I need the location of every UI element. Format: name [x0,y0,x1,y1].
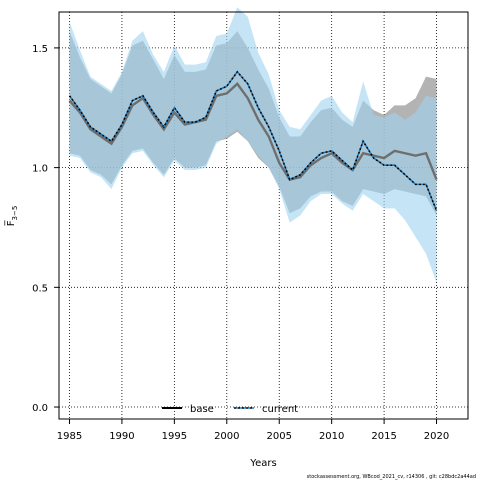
confidence-bands [69,7,437,283]
y-tick-label: 0.5 [32,283,48,294]
y-tick-label: 0.0 [32,403,48,414]
series-lines [68,70,438,212]
y-axis-title-main: F̅ [4,220,17,227]
x-tick-label: 2020 [424,431,449,442]
plot-frame [58,11,469,420]
band-current [69,7,437,283]
legend-item-base: base [162,404,214,415]
y-tick-label: 1.0 [32,164,48,175]
x-tick-label: 2015 [371,431,396,442]
grid [59,12,468,419]
legend: base current [162,404,298,415]
x-tick-label: 1985 [57,431,82,442]
footer-text: stockassessment.org, WBcod_2021_cv, r143… [307,474,476,480]
y-axis: 0.0 0.5 1.0 1.5 [32,44,59,414]
x-tick-label: 2000 [214,431,239,442]
x-tick-label: 1995 [162,431,187,442]
legend-item-current: current [234,404,298,415]
x-tick-label: 2010 [319,431,344,442]
y-tick-label: 1.5 [32,44,48,55]
y-axis-title-group: F̅3−5 [4,206,19,227]
y-axis-title: F̅3−5 [4,206,19,227]
x-axis: 1985 1990 1995 2000 2005 2010 2015 2020 [57,419,449,442]
x-tick-label: 2005 [267,431,292,442]
series-line-current-dots [68,70,438,212]
y-axis-title-subscript: 3−5 [11,206,19,221]
legend-label-base: base [190,404,214,415]
series-line-current [68,70,438,212]
x-axis-title: Years [249,458,276,469]
legend-label-current: current [262,404,298,415]
series-line-base [68,82,438,181]
x-tick-label: 1990 [109,431,134,442]
